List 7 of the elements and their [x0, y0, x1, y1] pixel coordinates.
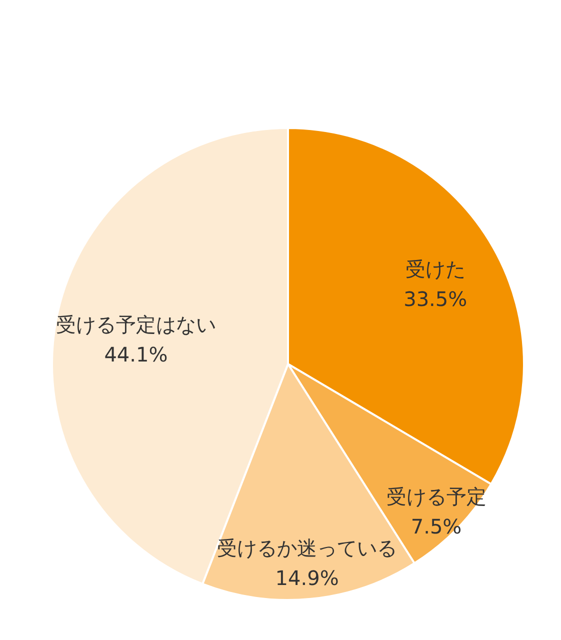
data-label: 14.9% — [275, 566, 339, 590]
data-label: 33.5% — [404, 286, 468, 311]
data-label: 7.5% — [410, 514, 462, 539]
slice-label: 受けた — [405, 256, 466, 281]
data-label: 44.1% — [104, 342, 168, 366]
slice-label: 受けるか迷っている — [217, 536, 398, 560]
slice-label: 受ける予定はない — [56, 312, 216, 336]
